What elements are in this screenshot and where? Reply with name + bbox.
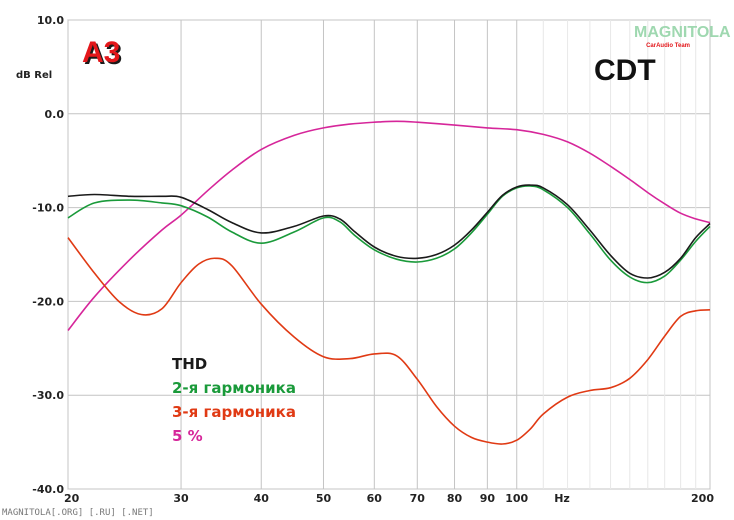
plot-series [67,120,711,445]
a3-logo-text: A3 [82,36,120,69]
watermark-text: MAGNITOLA[.ORG] [.RU] [.NET] [2,508,154,518]
series-line [67,237,711,445]
x-tick-label: 80 [447,492,463,505]
y-tick-label: 0.0 [45,108,65,121]
grid-lines [67,19,711,490]
a3-logo-shadow: A3 [84,38,122,71]
x-tick-label: 20 [64,492,80,505]
x-axis-unit: Hz [554,492,570,505]
y-tick-label: -10.0 [32,202,64,215]
x-tick-label: 40 [254,492,270,505]
series-line [67,185,711,284]
chart-big-title: CDT [594,54,656,87]
legend-entry: 5 % [172,427,203,445]
y-tick-label: 10.0 [37,14,64,27]
x-tick-label: 70 [410,492,426,505]
legend-entry: 2-я гармоника [172,379,296,397]
y-axis-label: dB Rel [16,70,52,81]
y-tick-label: -20.0 [32,295,64,308]
x-tick-label: 200 [691,492,714,505]
legend-entry: 3-я гармоника [172,403,296,421]
a3-logo: A3 A3 [82,36,122,71]
legend-entry: THD [172,355,207,373]
y-tick-label: -40.0 [32,483,64,496]
x-tick-label: 90 [480,492,496,505]
x-tick-label: 60 [367,492,383,505]
legend: THD 2-я гармоника 3-я гармоника 5 % [172,355,296,445]
x-tick-label: 50 [316,492,332,505]
series-line [67,184,711,279]
magnitola-logo: MAGNITOLA CarAudio Team [634,24,731,49]
y-tick-label: -30.0 [32,389,64,402]
magnitola-logo-subtext: CarAudio Team [646,43,690,49]
magnitola-logo-text: MAGNITOLA [634,24,731,41]
y-tick-labels: 10.0 0.0 -10.0 -20.0 -30.0 -40.0 [32,14,64,496]
x-tick-label: 30 [173,492,189,505]
x-tick-labels: 20 30 40 50 60 70 80 90 100 200 [64,492,714,505]
x-tick-label: 100 [505,492,528,505]
